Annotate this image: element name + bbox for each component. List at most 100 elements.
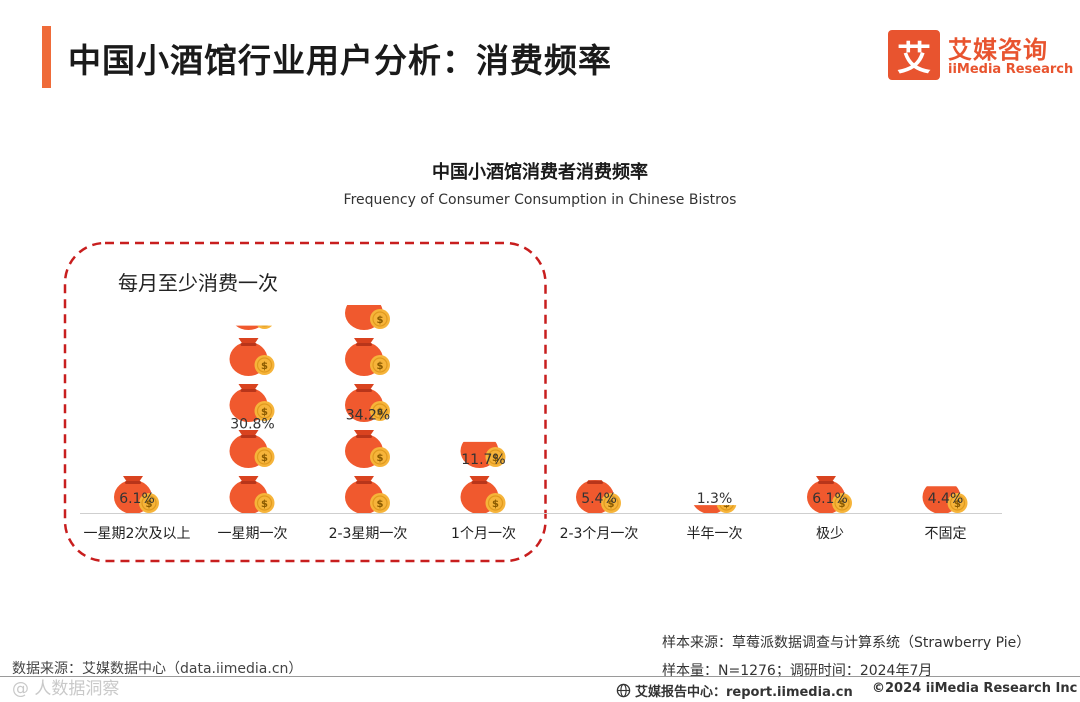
- coin-symbol: $: [377, 269, 384, 280]
- coin-rim: [489, 404, 503, 418]
- value-label-2: 30.8%: [230, 417, 274, 433]
- coin-rim: [720, 450, 734, 464]
- coin-rim: [260, 325, 269, 327]
- globe-icon: [616, 683, 631, 698]
- bag-tie: [356, 343, 372, 346]
- bar-2: $$$$$$: [229, 297, 275, 514]
- coin-rim: [372, 495, 388, 511]
- coin-symbol: $: [377, 315, 384, 326]
- bag-neck: [354, 384, 374, 390]
- value-label-4: 11.7%: [461, 452, 505, 468]
- coin-symbol: $: [261, 407, 268, 418]
- data-source-note: 数据来源：艾媒数据中心（data.iimedia.cn）: [12, 661, 303, 677]
- coin-symbol: $: [377, 499, 384, 510]
- coin-rim: [372, 357, 388, 373]
- bar-6: $$: [692, 430, 737, 513]
- bag-tie: [125, 435, 141, 438]
- watermark-text: @ 人数据洞察: [12, 679, 120, 699]
- report-center-link[interactable]: 艾媒报告中心：report.iimedia.cn: [616, 681, 853, 700]
- bag-neck: [932, 430, 952, 436]
- bag-tie: [241, 297, 257, 300]
- category-label-7: 极少: [816, 526, 844, 542]
- coin-symbol: $: [839, 499, 846, 510]
- bag-neck: [469, 476, 490, 482]
- logo-mark-icon: 艾: [888, 30, 940, 80]
- page-title: 中国小酒馆行业用户分析：消费频率: [68, 41, 612, 80]
- coin-icon: [601, 447, 621, 467]
- bag-neck: [238, 430, 259, 436]
- coin-rim: [834, 495, 850, 511]
- bag-neck: [585, 430, 605, 436]
- bag-body: [235, 325, 262, 330]
- bag-tie: [356, 481, 372, 484]
- bag-neck: [238, 384, 259, 390]
- coin-symbol: $: [608, 453, 615, 464]
- coin-icon: [370, 263, 390, 283]
- highlight-dashed-box: [63, 241, 547, 563]
- title-accent-bar: [42, 26, 51, 88]
- coin-rim: [949, 495, 966, 511]
- coin-rim: [487, 495, 504, 511]
- bag-tie: [356, 251, 372, 254]
- bar-1: $$: [114, 430, 159, 513]
- report-center-text: 艾媒报告中心：report.iimedia.cn: [635, 685, 853, 700]
- bag-tie: [240, 481, 257, 484]
- logo-english-name: iiMedia Research: [948, 62, 1074, 77]
- bag-body: [461, 388, 499, 422]
- bag-body: [692, 434, 730, 468]
- bag-tie: [587, 435, 603, 438]
- bag-neck: [238, 338, 259, 344]
- coin-rim: [373, 266, 387, 280]
- bag-neck: [932, 476, 952, 482]
- bag-tie: [818, 435, 834, 438]
- bag-tie: [818, 481, 834, 484]
- bag-tie: [240, 343, 257, 346]
- coin-symbol: $: [954, 499, 961, 510]
- bag-neck: [701, 430, 721, 436]
- bag-neck: [701, 476, 721, 482]
- coin-symbol: $: [261, 315, 268, 326]
- coin-rim: [142, 450, 156, 464]
- bag-neck: [123, 430, 143, 436]
- coin-rim: [372, 311, 388, 327]
- coin-symbol: $: [723, 453, 730, 464]
- category-label-1: 一星期2次及以上: [84, 526, 191, 542]
- bag-tie: [934, 435, 950, 438]
- value-label-5: 5.4%: [581, 491, 617, 507]
- coin-rim: [256, 495, 273, 511]
- category-label-8: 不固定: [925, 526, 967, 542]
- logo-chinese-name: 艾媒咨询: [948, 36, 1048, 64]
- bar-3: $ $ $ $ $ $: [345, 251, 390, 513]
- category-label-3: 2-3星期一次: [329, 526, 408, 542]
- bag-tie: [703, 481, 719, 484]
- iimedia-logo[interactable]: 艾 艾媒咨询 iiMedia Research: [888, 30, 1073, 82]
- coin-symbol: $: [377, 453, 384, 464]
- bag-neck: [354, 430, 374, 436]
- bag-tie: [472, 435, 488, 438]
- coin-symbol: $: [261, 499, 268, 510]
- coin-symbol: $: [608, 499, 615, 510]
- coin-rim: [256, 357, 273, 373]
- bag-tie: [356, 389, 372, 392]
- bar-8: $$: [922, 430, 968, 514]
- bag-neck: [816, 430, 836, 436]
- bag-neck: [238, 476, 259, 482]
- category-label-4: 1个月一次: [451, 526, 516, 542]
- bag-body: [807, 434, 845, 468]
- coin-symbol: $: [839, 453, 846, 464]
- value-label-7: 6.1%: [812, 491, 848, 507]
- coin-icon: [139, 447, 159, 467]
- coin-rim: [835, 450, 849, 464]
- bag-neck: [354, 292, 374, 298]
- bar-7: $$: [807, 430, 852, 513]
- footer-divider: [0, 676, 1080, 677]
- value-label-8: 4.4%: [928, 491, 964, 507]
- bag-neck: [354, 338, 374, 344]
- coin-rim: [141, 495, 157, 511]
- coin-icon: [486, 401, 506, 421]
- bag-tie: [356, 435, 372, 438]
- coin-rim: [487, 449, 504, 465]
- coin-symbol: $: [261, 453, 268, 464]
- coin-symbol: $: [377, 407, 384, 418]
